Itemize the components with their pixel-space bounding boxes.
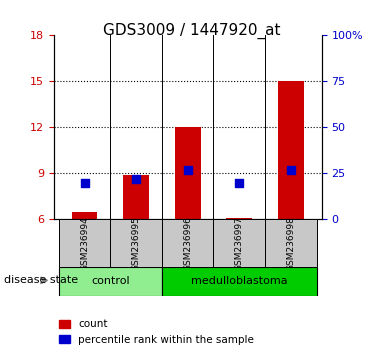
Point (185, 167, 191, 173)
Bar (278, 81, 304, 219)
Text: GSM236996: GSM236996 (183, 216, 192, 271)
Bar (175, 127, 201, 219)
Legend: count, percentile rank within the sample: count, percentile rank within the sample (55, 315, 258, 349)
Text: medulloblastoma: medulloblastoma (191, 276, 288, 286)
Text: GSM236998: GSM236998 (286, 216, 295, 271)
Text: GSM236995: GSM236995 (132, 216, 141, 271)
Point (82, 180, 88, 185)
Text: GDS3009 / 1447920_at: GDS3009 / 1447920_at (103, 23, 280, 39)
Text: disease state: disease state (4, 275, 78, 285)
FancyBboxPatch shape (162, 267, 317, 296)
FancyBboxPatch shape (162, 219, 213, 267)
FancyBboxPatch shape (110, 219, 162, 267)
FancyBboxPatch shape (265, 219, 317, 267)
FancyBboxPatch shape (59, 219, 110, 267)
FancyBboxPatch shape (213, 219, 265, 267)
Point (133, 176, 139, 182)
Bar (72, 212, 97, 219)
Text: control: control (91, 276, 130, 286)
Bar (123, 175, 149, 219)
Point (288, 167, 294, 173)
FancyBboxPatch shape (59, 267, 162, 296)
Text: GSM236994: GSM236994 (80, 216, 89, 271)
Point (236, 180, 242, 185)
Bar (226, 218, 252, 219)
Text: GSM236997: GSM236997 (235, 216, 244, 271)
